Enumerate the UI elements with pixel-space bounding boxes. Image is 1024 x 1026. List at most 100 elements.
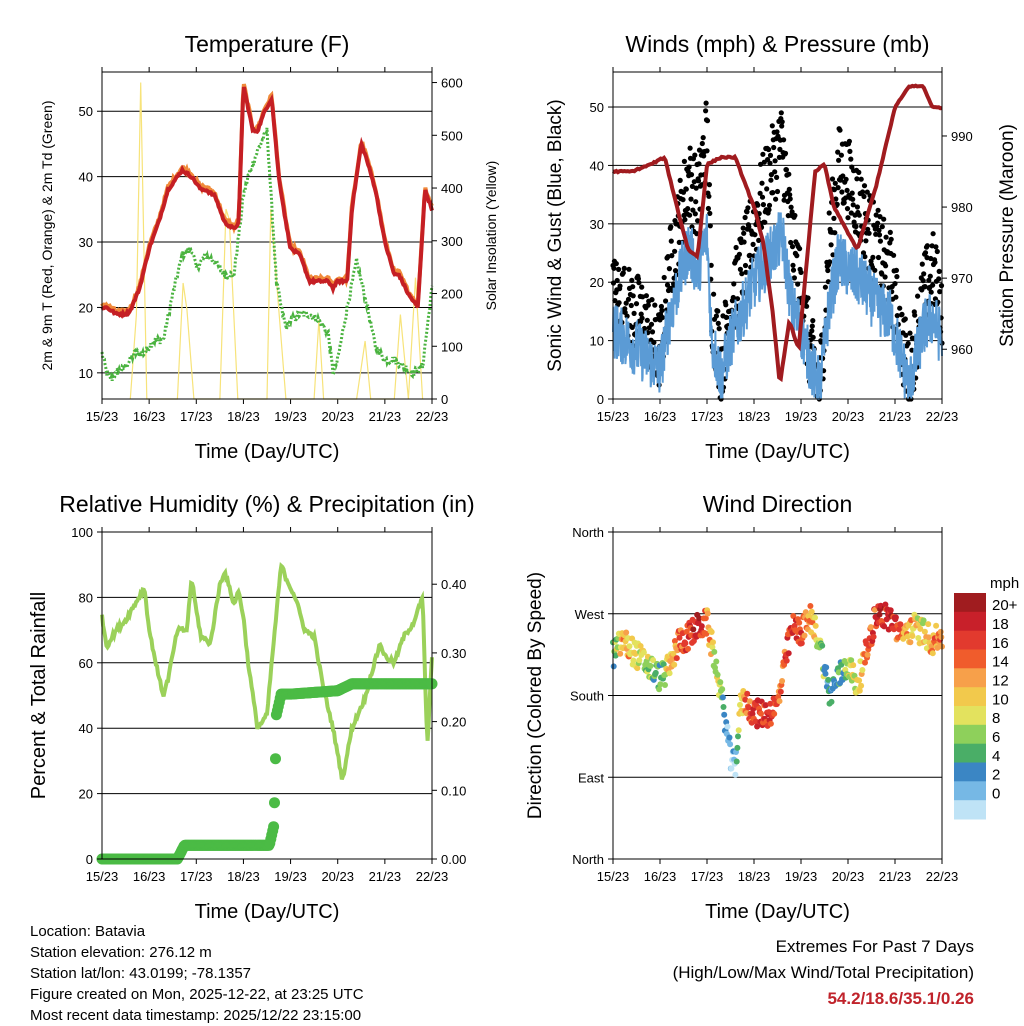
direction-point [925, 621, 932, 628]
x-tick-label: 21/23 [879, 409, 912, 424]
direction-point [862, 659, 868, 666]
direction-point [752, 718, 759, 725]
gust-point [705, 205, 712, 212]
x-tick-label: 20/23 [321, 869, 354, 884]
direction-point [917, 625, 924, 632]
gust-point [693, 185, 699, 191]
direction-point [626, 643, 633, 650]
direction-point [758, 710, 764, 717]
direction-point [907, 639, 914, 646]
y-tick-label: 10 [590, 334, 604, 349]
direction-point [767, 700, 774, 707]
x-axis-label: Time (Day/UTC) [705, 441, 850, 463]
direction-point [897, 621, 904, 628]
gust-point [836, 157, 842, 163]
gust-point [851, 219, 857, 225]
gust-point [834, 201, 840, 207]
gust-point [847, 148, 853, 154]
direction-point [735, 727, 742, 734]
x-tick-label: 21/23 [369, 869, 402, 884]
gust-point [907, 330, 913, 336]
gust-point [746, 224, 752, 230]
gust-point [631, 310, 637, 316]
x-axis-label: Time (Day/UTC) [195, 441, 340, 463]
y-tick-label: 60 [79, 656, 93, 671]
gust-point [887, 229, 893, 235]
y-tick-label: 30 [590, 217, 604, 232]
y-axis-label: Direction (Colored By Speed) [525, 572, 546, 819]
gust-point [856, 169, 862, 175]
direction-point [721, 711, 728, 718]
gust-point [774, 188, 781, 195]
gust-point [685, 206, 691, 212]
y2-tick-label: 0.30 [441, 646, 466, 661]
x-tick-label: 19/23 [274, 869, 307, 884]
x-tick-label: 20/23 [832, 409, 865, 424]
temp-2m-line [100, 86, 434, 319]
gust-point [730, 294, 736, 301]
direction-point [704, 610, 711, 617]
direction-point [727, 741, 734, 748]
direction-point [762, 702, 769, 709]
gust-point [781, 137, 787, 143]
gust-point [745, 205, 751, 211]
direction-point [610, 663, 617, 670]
direction-point [920, 617, 927, 624]
x-tick-label: 20/23 [832, 869, 865, 884]
colorbar-tick-label: 16 [992, 635, 1009, 652]
direction-point [859, 667, 866, 673]
direction-point [703, 630, 710, 637]
direction-point [876, 611, 883, 618]
colorbar-tick-label: 6 [992, 729, 1000, 746]
gust-point [832, 230, 838, 236]
y-tick-label: North [572, 852, 604, 867]
direction-point [724, 723, 731, 730]
direction-point [662, 682, 668, 688]
direction-point [892, 614, 899, 621]
gust-point [752, 232, 758, 238]
direction-point [896, 626, 903, 633]
y-tick-label: 40 [590, 158, 604, 173]
gust-point [700, 135, 706, 141]
gust-point [767, 152, 774, 158]
gust-point [731, 281, 737, 287]
gust-point [612, 298, 618, 304]
gust-point [680, 197, 686, 203]
x-tick-label: 22/23 [926, 869, 959, 884]
gust-point [641, 325, 648, 332]
direction-point [933, 622, 940, 629]
x-tick-label: 15/23 [597, 409, 630, 424]
gust-point [711, 291, 717, 297]
gust-point [779, 119, 785, 125]
gust-point [742, 262, 749, 269]
direction-point [776, 698, 783, 705]
gust-point [672, 248, 678, 254]
gust-point [766, 207, 772, 213]
direction-point [856, 677, 863, 684]
gust-point [877, 214, 883, 220]
gust-point [804, 303, 810, 309]
gust-point [707, 223, 713, 229]
direction-point [798, 640, 805, 647]
gust-point [872, 267, 878, 273]
direction-point [785, 650, 792, 657]
gust-point [897, 305, 903, 311]
gust-point [621, 265, 627, 271]
direction-point [807, 603, 814, 609]
direction-point [656, 686, 663, 693]
gust-point [762, 219, 768, 225]
x-axis-label: Time (Day/UTC) [195, 901, 340, 923]
gust-point [882, 274, 888, 280]
direction-point [777, 688, 784, 695]
colorbar-swatch [954, 706, 986, 726]
colorbar-tick-label: 0 [992, 786, 1000, 803]
direction-point [937, 628, 944, 635]
gust-point [691, 179, 697, 185]
x-tick-label: 15/23 [86, 869, 119, 884]
gust-point [766, 202, 773, 208]
direction-point [690, 626, 697, 633]
colorbar-swatch [954, 611, 986, 632]
gust-point [666, 266, 673, 272]
gust-point [809, 328, 815, 334]
x-tick-label: 19/23 [785, 869, 818, 884]
